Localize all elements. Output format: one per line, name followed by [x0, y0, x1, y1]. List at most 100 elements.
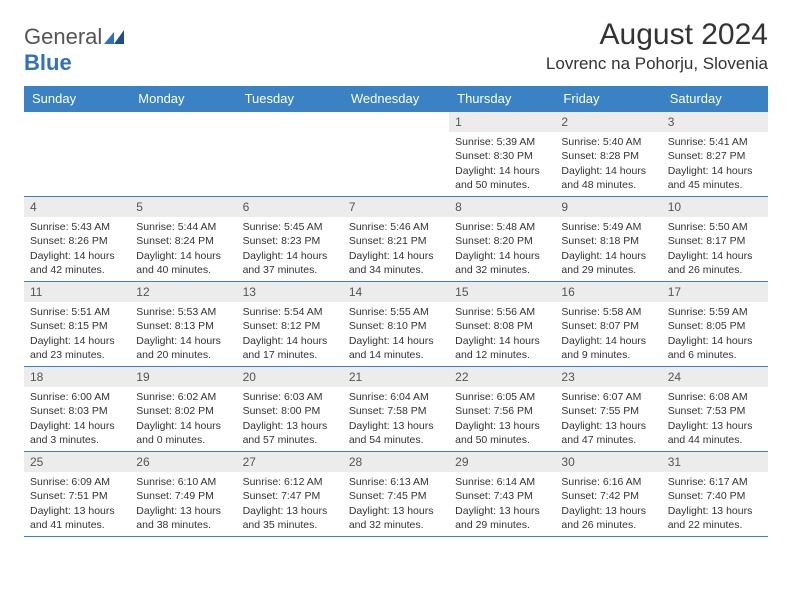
- day-detail-line: Sunset: 8:23 PM: [243, 234, 337, 248]
- day-cell: [237, 112, 343, 196]
- day-number: 2: [555, 112, 661, 132]
- day-cell: 17Sunrise: 5:59 AMSunset: 8:05 PMDayligh…: [662, 282, 768, 366]
- day-details: Sunrise: 5:51 AMSunset: 8:15 PMDaylight:…: [24, 302, 130, 366]
- day-detail-line: Sunrise: 6:00 AM: [30, 390, 124, 404]
- day-number: 14: [343, 282, 449, 302]
- day-number: 31: [662, 452, 768, 472]
- weekday-header: Sunday: [24, 86, 130, 111]
- day-detail-line: Daylight: 14 hours: [668, 164, 762, 178]
- day-number: 5: [130, 197, 236, 217]
- day-detail-line: Sunset: 7:51 PM: [30, 489, 124, 503]
- day-detail-line: Sunset: 8:07 PM: [561, 319, 655, 333]
- day-cell: 7Sunrise: 5:46 AMSunset: 8:21 PMDaylight…: [343, 197, 449, 281]
- day-detail-line: Sunrise: 6:16 AM: [561, 475, 655, 489]
- day-detail-line: Sunrise: 6:13 AM: [349, 475, 443, 489]
- day-detail-line: Sunset: 8:00 PM: [243, 404, 337, 418]
- day-detail-line: and 26 minutes.: [561, 518, 655, 532]
- day-detail-line: and 3 minutes.: [30, 433, 124, 447]
- day-detail-line: and 48 minutes.: [561, 178, 655, 192]
- day-detail-line: Sunrise: 6:03 AM: [243, 390, 337, 404]
- day-details: Sunrise: 6:14 AMSunset: 7:43 PMDaylight:…: [449, 472, 555, 536]
- day-cell: 6Sunrise: 5:45 AMSunset: 8:23 PMDaylight…: [237, 197, 343, 281]
- day-number: 6: [237, 197, 343, 217]
- day-number: 9: [555, 197, 661, 217]
- day-detail-line: Daylight: 14 hours: [668, 249, 762, 263]
- day-number: 12: [130, 282, 236, 302]
- day-detail-line: Daylight: 13 hours: [136, 504, 230, 518]
- day-details: Sunrise: 6:02 AMSunset: 8:02 PMDaylight:…: [130, 387, 236, 451]
- day-details: Sunrise: 6:12 AMSunset: 7:47 PMDaylight:…: [237, 472, 343, 536]
- day-detail-line: Sunrise: 6:04 AM: [349, 390, 443, 404]
- day-cell: [130, 112, 236, 196]
- day-number: 28: [343, 452, 449, 472]
- logo-text-general: General: [24, 24, 102, 49]
- day-detail-line: and 6 minutes.: [668, 348, 762, 362]
- day-detail-line: Sunrise: 6:07 AM: [561, 390, 655, 404]
- day-cell: 10Sunrise: 5:50 AMSunset: 8:17 PMDayligh…: [662, 197, 768, 281]
- calendar-week: 18Sunrise: 6:00 AMSunset: 8:03 PMDayligh…: [24, 366, 768, 451]
- day-detail-line: Sunset: 8:28 PM: [561, 149, 655, 163]
- day-detail-line: and 23 minutes.: [30, 348, 124, 362]
- day-detail-line: Daylight: 13 hours: [668, 504, 762, 518]
- day-detail-line: Sunrise: 6:02 AM: [136, 390, 230, 404]
- day-number: 11: [24, 282, 130, 302]
- day-detail-line: Sunset: 7:47 PM: [243, 489, 337, 503]
- day-cell: 9Sunrise: 5:49 AMSunset: 8:18 PMDaylight…: [555, 197, 661, 281]
- day-detail-line: Sunrise: 5:58 AM: [561, 305, 655, 319]
- day-detail-line: Sunrise: 5:56 AM: [455, 305, 549, 319]
- day-details: Sunrise: 5:50 AMSunset: 8:17 PMDaylight:…: [662, 217, 768, 281]
- day-detail-line: Sunrise: 5:59 AM: [668, 305, 762, 319]
- day-detail-line: Daylight: 13 hours: [349, 419, 443, 433]
- day-detail-line: and 34 minutes.: [349, 263, 443, 277]
- day-detail-line: and 20 minutes.: [136, 348, 230, 362]
- day-detail-line: Sunrise: 5:49 AM: [561, 220, 655, 234]
- day-detail-line: Sunset: 7:42 PM: [561, 489, 655, 503]
- day-detail-line: Daylight: 13 hours: [30, 504, 124, 518]
- day-number: 26: [130, 452, 236, 472]
- day-detail-line: Sunrise: 6:14 AM: [455, 475, 549, 489]
- day-cell: 25Sunrise: 6:09 AMSunset: 7:51 PMDayligh…: [24, 452, 130, 536]
- day-detail-line: and 40 minutes.: [136, 263, 230, 277]
- day-cell: 31Sunrise: 6:17 AMSunset: 7:40 PMDayligh…: [662, 452, 768, 536]
- weekday-header: Saturday: [662, 86, 768, 111]
- day-cell: 16Sunrise: 5:58 AMSunset: 8:07 PMDayligh…: [555, 282, 661, 366]
- day-number: 19: [130, 367, 236, 387]
- day-detail-line: and 12 minutes.: [455, 348, 549, 362]
- day-detail-line: Sunset: 7:55 PM: [561, 404, 655, 418]
- day-detail-line: Daylight: 13 hours: [561, 504, 655, 518]
- day-detail-line: Sunrise: 5:55 AM: [349, 305, 443, 319]
- day-detail-line: Sunrise: 5:40 AM: [561, 135, 655, 149]
- day-detail-line: Sunset: 8:24 PM: [136, 234, 230, 248]
- day-detail-line: and 45 minutes.: [668, 178, 762, 192]
- day-cell: 1Sunrise: 5:39 AMSunset: 8:30 PMDaylight…: [449, 112, 555, 196]
- weekday-header: Tuesday: [237, 86, 343, 111]
- day-cell: 19Sunrise: 6:02 AMSunset: 8:02 PMDayligh…: [130, 367, 236, 451]
- day-detail-line: Daylight: 14 hours: [136, 334, 230, 348]
- day-detail-line: Sunrise: 5:43 AM: [30, 220, 124, 234]
- day-detail-line: Sunrise: 6:08 AM: [668, 390, 762, 404]
- calendar-page: General Blue August 2024 Lovrenc na Poho…: [0, 0, 792, 547]
- calendar-week: 1Sunrise: 5:39 AMSunset: 8:30 PMDaylight…: [24, 111, 768, 196]
- day-number: 3: [662, 112, 768, 132]
- day-detail-line: and 22 minutes.: [668, 518, 762, 532]
- day-detail-line: Daylight: 14 hours: [455, 334, 549, 348]
- day-detail-line: Daylight: 13 hours: [349, 504, 443, 518]
- day-detail-line: Daylight: 14 hours: [30, 249, 124, 263]
- day-details: Sunrise: 6:16 AMSunset: 7:42 PMDaylight:…: [555, 472, 661, 536]
- month-title: August 2024: [546, 18, 768, 52]
- day-detail-line: Sunset: 8:12 PM: [243, 319, 337, 333]
- day-detail-line: Sunset: 7:53 PM: [668, 404, 762, 418]
- day-detail-line: Daylight: 14 hours: [136, 249, 230, 263]
- day-detail-line: Daylight: 13 hours: [668, 419, 762, 433]
- day-cell: 13Sunrise: 5:54 AMSunset: 8:12 PMDayligh…: [237, 282, 343, 366]
- logo-text-blue: Blue: [24, 50, 72, 75]
- day-number: 8: [449, 197, 555, 217]
- day-detail-line: Sunrise: 5:48 AM: [455, 220, 549, 234]
- day-details: Sunrise: 6:00 AMSunset: 8:03 PMDaylight:…: [24, 387, 130, 451]
- day-detail-line: Daylight: 14 hours: [30, 419, 124, 433]
- day-detail-line: Sunrise: 5:50 AM: [668, 220, 762, 234]
- day-detail-line: Sunset: 8:18 PM: [561, 234, 655, 248]
- calendar-week: 11Sunrise: 5:51 AMSunset: 8:15 PMDayligh…: [24, 281, 768, 366]
- day-detail-line: Sunset: 7:49 PM: [136, 489, 230, 503]
- weekday-header: Thursday: [449, 86, 555, 111]
